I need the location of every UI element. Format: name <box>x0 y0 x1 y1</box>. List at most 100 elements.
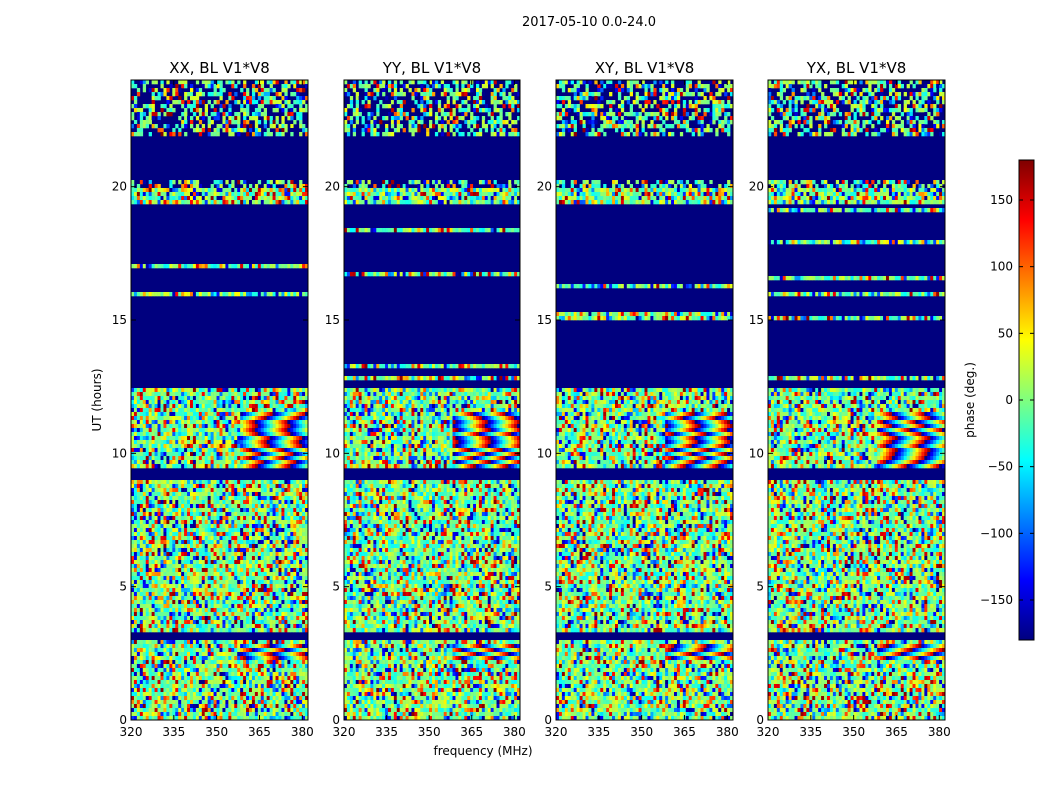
heatmap-cell <box>290 540 294 545</box>
heatmap-cell <box>192 640 197 645</box>
heatmap-cell <box>151 436 155 441</box>
heatmap-cell <box>293 416 297 421</box>
heatmap-cell <box>287 192 291 197</box>
heatmap-cell <box>228 496 232 501</box>
heatmap-cell <box>254 616 259 621</box>
heatmap-cell <box>290 92 294 97</box>
heatmap-cell <box>145 436 149 441</box>
heatmap-cell <box>133 504 138 509</box>
heatmap-cell <box>139 192 144 197</box>
heatmap-cell <box>178 580 182 585</box>
heatmap-cell <box>175 572 179 577</box>
heatmap-cell <box>251 596 256 601</box>
heatmap-cell <box>204 620 208 625</box>
heatmap-cell <box>287 592 291 597</box>
heatmap-cell <box>293 292 297 297</box>
heatmap-cell <box>254 548 259 553</box>
heatmap-cell <box>181 448 185 453</box>
heatmap-cell <box>216 408 220 413</box>
heatmap-cell <box>225 520 229 525</box>
heatmap-cell <box>246 664 250 669</box>
heatmap-cell <box>136 612 141 617</box>
heatmap-cell <box>263 488 267 493</box>
heatmap-cell <box>219 416 223 421</box>
heatmap-cell <box>169 132 173 137</box>
heatmap-cell <box>160 452 164 457</box>
heatmap-cell <box>234 448 238 453</box>
heatmap-cell <box>219 520 223 525</box>
heatmap-cell <box>201 560 206 565</box>
heatmap-cell <box>178 556 182 561</box>
heatmap-cell <box>231 568 235 573</box>
heatmap-cell <box>260 416 265 421</box>
heatmap-cell <box>246 508 250 513</box>
heatmap-cell <box>219 624 223 629</box>
heatmap-cell <box>257 580 262 585</box>
heatmap-cell <box>299 560 303 565</box>
heatmap-cell <box>263 448 267 453</box>
heatmap-cell <box>266 436 270 441</box>
heatmap-cell <box>148 400 152 405</box>
heatmap-cell <box>169 416 173 421</box>
heatmap-cell <box>163 612 167 617</box>
heatmap-cell <box>192 668 197 673</box>
heatmap-cell <box>243 504 247 509</box>
heatmap-cell <box>216 612 220 617</box>
heatmap-cell <box>228 116 232 121</box>
heatmap-cell <box>254 116 259 121</box>
heatmap-cell <box>251 116 256 121</box>
heatmap-cell <box>190 124 194 129</box>
heatmap-cell <box>278 396 282 401</box>
heatmap-cell <box>263 112 267 117</box>
heatmap-cell <box>154 564 158 569</box>
heatmap-cell <box>175 536 179 541</box>
heatmap-cell <box>172 388 176 393</box>
heatmap-cell <box>151 552 155 557</box>
heatmap-cell <box>237 492 241 497</box>
heatmap-cell <box>240 464 244 469</box>
heatmap-cell <box>254 420 259 425</box>
heatmap-cell <box>190 580 194 585</box>
heatmap-cell <box>192 648 197 653</box>
heatmap-cell <box>190 672 194 677</box>
heatmap-cell <box>263 460 267 465</box>
heatmap-cell <box>166 424 170 429</box>
heatmap-cell <box>243 492 247 497</box>
heatmap-cell <box>254 104 259 109</box>
heatmap-cell <box>181 584 185 589</box>
heatmap-cell <box>293 568 297 573</box>
heatmap-cell <box>213 640 217 645</box>
heatmap-cell <box>237 616 241 621</box>
heatmap-cell <box>131 388 135 393</box>
heatmap-cell <box>195 464 200 469</box>
heatmap-cell <box>302 264 306 269</box>
heatmap-cell <box>204 192 208 197</box>
heatmap-cell <box>163 264 167 269</box>
heatmap-cell <box>272 292 276 297</box>
heatmap-cell <box>296 408 300 413</box>
heatmap-cell <box>131 580 135 585</box>
heatmap-cell <box>254 596 259 601</box>
heatmap-cell <box>231 128 235 133</box>
heatmap-cell <box>210 604 214 609</box>
heatmap-cell <box>207 492 211 497</box>
heatmap-cell <box>305 460 309 465</box>
heatmap-cell <box>157 432 161 437</box>
heatmap-cell <box>272 192 276 197</box>
heatmap-cell <box>254 416 259 421</box>
heatmap-cell <box>204 564 208 569</box>
heatmap-cell <box>207 188 211 193</box>
heatmap-cell <box>237 400 241 405</box>
heatmap-cell <box>142 504 147 509</box>
heatmap-cell <box>269 116 273 121</box>
heatmap-cell <box>157 408 161 413</box>
heatmap-cell <box>296 432 300 437</box>
heatmap-cell <box>257 660 262 665</box>
heatmap-cell <box>243 656 247 661</box>
heatmap-cell <box>254 128 259 133</box>
heatmap-cell <box>269 132 273 137</box>
heatmap-cell <box>204 444 208 449</box>
heatmap-cell <box>184 664 188 669</box>
heatmap-cell <box>136 552 141 557</box>
heatmap-cell <box>166 524 170 529</box>
